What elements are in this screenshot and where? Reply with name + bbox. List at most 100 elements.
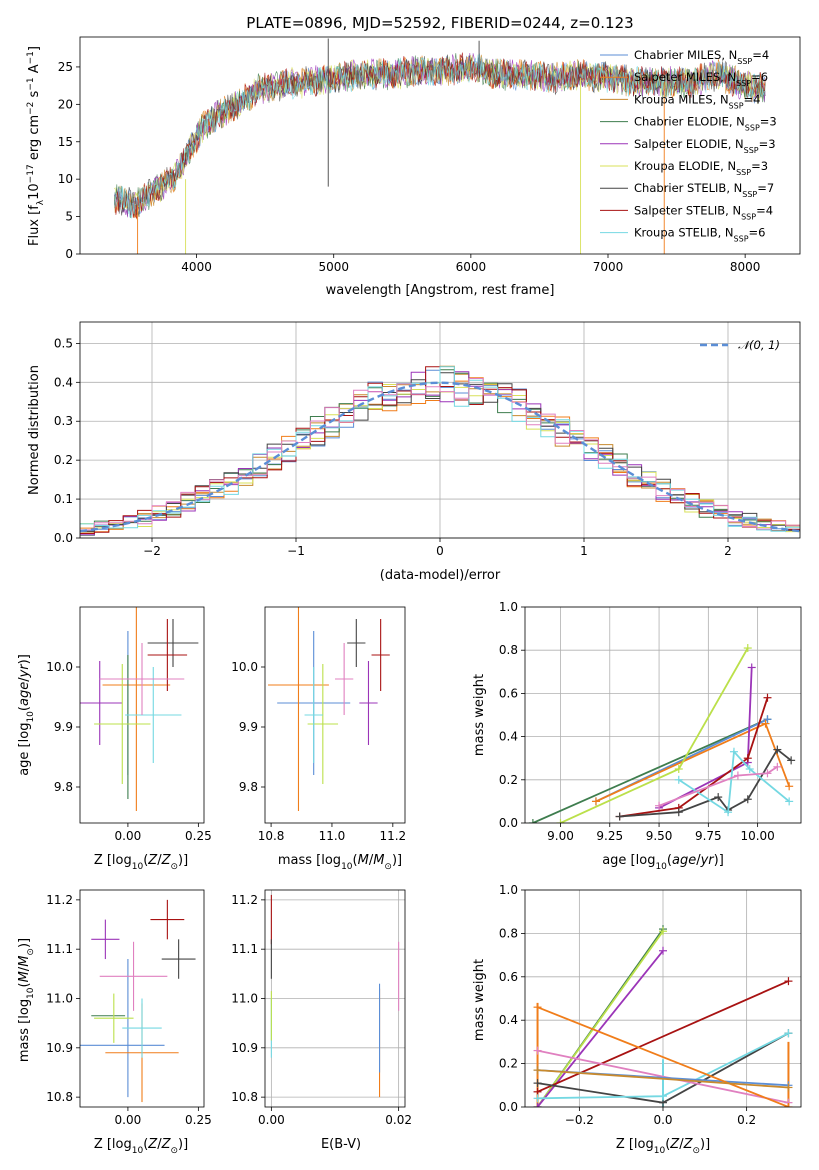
x-tick-label: 0.2: [737, 1113, 756, 1127]
age-vs-mass-panel: 10.8 11.0 11.2 9.8 9.9 10.0: [231, 606, 406, 843]
errorbar-group: [80, 899, 196, 1103]
y-tick-label: 11.1: [231, 942, 258, 956]
legend-entry: Kroupa STELIB, NSSP=6: [634, 226, 765, 244]
x-tick-label: 5000: [318, 260, 349, 274]
y-tick-label: 0.2: [54, 453, 73, 467]
spectrum-x-label: wavelength [Angstrom, rest frame]: [326, 283, 555, 298]
axes-frame: [79, 36, 801, 255]
x-tick-label: 7000: [593, 260, 624, 274]
x-tick-label: 0.00: [115, 1113, 142, 1127]
legend-entry: Chabrier MILES, NSSP=4: [634, 48, 769, 66]
weight-age-x-label: age [log10(age/yr)]: [602, 853, 724, 872]
y-tick-label: 0.8: [499, 926, 518, 940]
x-tick-label: 0.00: [115, 829, 142, 843]
y-tick-label: 9.9: [54, 720, 73, 734]
weight-vs-age-panel: 9.00 9.25 9.50 9.75 10.00 0.0 0.2 0.4 0.6 0.8 1.0: [499, 600, 802, 843]
y-tick-label: 5: [65, 210, 73, 224]
y-tick-label: 10.0: [231, 660, 258, 674]
weight-series-line: [537, 1006, 789, 1107]
x-tick-label: 0.25: [185, 1113, 212, 1127]
x-tick-label: −2: [143, 544, 161, 558]
y-tick-label: 0.6: [499, 686, 518, 700]
y-tick-label: 0.0: [499, 816, 518, 830]
histogram-y-label: Normed distribution: [27, 365, 42, 495]
weight-series-line: [532, 718, 768, 823]
errorbar-group: [268, 607, 390, 811]
x-tick-label: −1: [287, 544, 305, 558]
y-tick-label: 0.0: [499, 1100, 518, 1114]
x-tick-label: 0.02: [385, 1113, 412, 1127]
y-tick-label: 0.2: [499, 1057, 518, 1071]
residual-histogram-panel: −2 −1 0 1 2 0.0 0.1 0.2 0.3 0.4 0.5 𝒩(0, 1): [54, 321, 801, 558]
axes-frame: [79, 889, 205, 1108]
y-tick-label: 10.0: [46, 660, 73, 674]
y-tick-label: 11.2: [46, 893, 73, 907]
y-tick-label: 1.0: [499, 600, 518, 614]
weight-series-line: [537, 1069, 789, 1089]
y-tick-label: 0.1: [54, 492, 73, 506]
x-tick-label: 0: [436, 544, 444, 558]
axes-frame: [79, 606, 205, 824]
mass-ebv-x-label: E(B-V): [321, 1137, 361, 1152]
histogram-series: [80, 378, 800, 538]
weight-series-line: [536, 930, 664, 1107]
weight-lines: [528, 644, 796, 823]
legend-entry: Chabrier STELIB, NSSP=7: [634, 181, 774, 199]
y-tick-label: 0.0: [54, 531, 73, 545]
axes-frame: [264, 889, 406, 1108]
legend-entry: Chabrier ELODIE, NSSP=3: [634, 115, 777, 133]
y-tick-label: 11.1: [46, 942, 73, 956]
x-tick-label: 0.0: [653, 1113, 672, 1127]
mass-z-y-label: mass [log10(M/M⊙)]: [17, 938, 36, 1062]
age-mass-x-label: mass [log10(M/M⊙)]: [278, 853, 402, 872]
x-tick-label: 6000: [456, 260, 487, 274]
y-tick-label: 0.8: [499, 643, 518, 657]
x-tick-label: 9.50: [646, 829, 673, 843]
x-tick-label: 4000: [181, 260, 212, 274]
y-tick-label: 0.4: [499, 730, 518, 744]
x-tick-label: 2: [724, 544, 732, 558]
axes-frame: [524, 606, 802, 824]
weight-age-y-label: mass weight: [472, 674, 487, 756]
y-tick-label: 10.8: [46, 1090, 73, 1104]
y-tick-label: 10: [58, 172, 73, 186]
legend-entry: 𝒩(0, 1): [738, 338, 780, 352]
spectrum-panel: 4000 5000 6000 7000 8000 0 5 10 15 20 25 Chabrier M…: [58, 36, 801, 274]
y-tick-label: 10.8: [231, 1090, 258, 1104]
weight-series-line: [537, 1049, 789, 1104]
mass-vs-ebv-panel: 0.00 0.02 10.8 10.9 11.0 11.1 11.2: [231, 889, 412, 1127]
y-tick-label: 9.9: [239, 720, 258, 734]
y-tick-label: 0.2: [499, 773, 518, 787]
x-tick-label: 9.00: [547, 829, 574, 843]
weight-vs-metallicity-panel: −0.2 0.0 0.2 0.0 0.2 0.4 0.6 0.8 1.0: [499, 883, 802, 1127]
weight-series-line: [658, 766, 778, 807]
legend-entry: Salpeter MILES, NSSP=6: [634, 70, 768, 88]
y-tick-label: 11.2: [231, 893, 258, 907]
x-tick-label: 1: [580, 544, 588, 558]
figure-title: PLATE=0896, MJD=52592, FIBERID=0244, z=0…: [246, 14, 633, 32]
age-vs-metallicity-panel: 0.00 0.25 9.8 9.9 10.0: [46, 606, 212, 843]
y-tick-label: 1.0: [499, 883, 518, 897]
x-tick-label: 9.25: [596, 829, 623, 843]
weight-series-line: [619, 697, 769, 818]
normal-reference-curve: [80, 381, 800, 533]
y-tick-label: 10.9: [46, 1041, 73, 1055]
y-tick-label: 10.9: [231, 1041, 258, 1055]
errorbar-group: [80, 607, 199, 811]
legend-entry: Salpeter STELIB, NSSP=4: [634, 203, 773, 221]
y-tick-label: 9.8: [239, 780, 258, 794]
age-z-x-label: Z [log10(Z/Z⊙)]: [94, 853, 188, 872]
x-tick-label: 9.75: [695, 829, 722, 843]
histogram-x-label: (data-model)/error: [380, 568, 501, 583]
legend-entry: Kroupa ELODIE, NSSP=3: [634, 159, 768, 177]
weight-z-x-label: Z [log10(Z/Z⊙)]: [616, 1137, 710, 1156]
spectrum-series-line: [114, 53, 766, 219]
y-tick-label: 0.3: [54, 414, 73, 428]
x-tick-label: 8000: [730, 260, 761, 274]
spectrum-y-label: Flux [fλ10−17 erg cm−2 s−1 A−1]: [26, 46, 46, 246]
histogram-steps: [80, 365, 800, 538]
weight-series-line: [536, 950, 664, 1107]
y-tick-label: 25: [58, 60, 73, 74]
axes-frame: [524, 889, 802, 1108]
